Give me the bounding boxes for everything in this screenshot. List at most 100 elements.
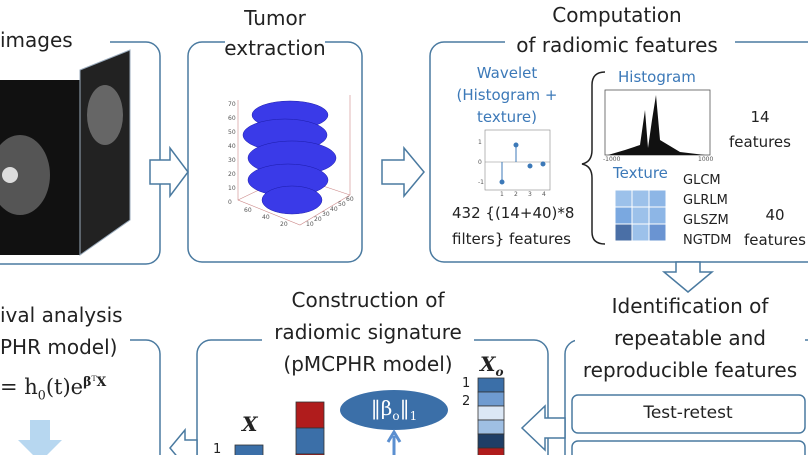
feature-count: 14: [750, 108, 770, 126]
tumor: [261, 185, 323, 215]
tick-label: 50: [228, 129, 236, 136]
ct-body: [0, 135, 50, 215]
beta-cell: [295, 427, 325, 455]
tick-label: 60: [244, 207, 252, 214]
stem-head: [527, 163, 533, 169]
tick-label: 20: [228, 171, 236, 178]
arrow: [661, 261, 715, 293]
panel-title: reproducible features: [582, 358, 798, 382]
stem-head: [499, 179, 505, 185]
panel-title: Computation: [552, 3, 682, 27]
xo-cell: [477, 391, 505, 407]
feature-count: features: [729, 133, 791, 151]
feature-count: 432 {(14+40)*8: [452, 204, 575, 222]
arrow: [169, 427, 198, 455]
tick-label: 3: [528, 191, 532, 198]
xo-cell: [477, 433, 505, 449]
stem-head: [513, 142, 519, 148]
ct-organ: [2, 167, 18, 183]
row-index: 1: [462, 376, 471, 391]
gap: [505, 36, 735, 48]
arrow: [381, 145, 425, 199]
xo-cell: [477, 447, 505, 455]
panel-title: Tumor: [244, 6, 306, 30]
label-part: 1: [409, 409, 418, 423]
tick-label: 40: [262, 214, 270, 221]
tick-label: 40: [228, 143, 236, 150]
matrix-name: GLRLM: [683, 193, 728, 208]
xo-cell: [477, 419, 505, 435]
axis-box: [237, 95, 351, 226]
tick-label: 10: [306, 221, 314, 228]
wavelet-title: Wavelet: [476, 64, 538, 82]
xo-cell: [477, 405, 505, 421]
label-part: ‖β: [370, 396, 393, 420]
matrix-label: X: [242, 412, 258, 436]
tick-label: 70: [228, 101, 236, 108]
gap: [262, 334, 474, 346]
arrow: [149, 145, 189, 199]
matrix-cell: [648, 189, 667, 208]
tick-label: 0: [228, 199, 232, 206]
tick-label: 40: [330, 206, 338, 213]
tick-label: 4: [542, 191, 546, 198]
arrow-gradient: [18, 420, 62, 455]
ct-slice: [79, 49, 131, 256]
panel-title: PHR model): [0, 335, 118, 359]
tick-label: 30: [228, 157, 236, 164]
tick-label: 30: [322, 211, 330, 218]
penalty-ellipse: [340, 390, 448, 430]
panel-title: extraction: [224, 36, 326, 60]
gap: [225, 36, 325, 48]
gap: [0, 334, 130, 346]
formula-part: 0: [37, 387, 46, 403]
histogram-title: Histogram: [618, 68, 696, 86]
matrix-label: Xo: [480, 354, 504, 378]
panel-title: of radiomic features: [516, 33, 718, 57]
brace: [581, 71, 606, 245]
gap: [0, 36, 110, 48]
tick-label: 0: [478, 159, 482, 166]
arrow: [386, 429, 402, 455]
formula-part: β: [83, 374, 92, 390]
matrix-cell: [631, 206, 650, 225]
penalty-label: ‖βo‖1: [371, 398, 417, 422]
row-index: 1: [213, 442, 222, 455]
label-part: o: [392, 409, 400, 423]
histogram-shape: [608, 95, 705, 155]
tick-label: 2: [514, 191, 518, 198]
ct-body: [87, 85, 123, 145]
matrix-cell: [614, 189, 633, 208]
tick-label: 1: [478, 139, 482, 146]
tick-label: -1: [478, 179, 484, 186]
method-box: [571, 394, 806, 434]
tick-label: 50: [338, 201, 346, 208]
tick-label: 1000: [698, 156, 714, 163]
formula-part: X: [96, 374, 107, 390]
tick-label: 60: [346, 196, 354, 203]
tick-label: 1: [500, 191, 504, 198]
formula-part: (t)e: [45, 375, 84, 400]
panel-title: radiomic signature: [274, 320, 462, 344]
formula-part: = h: [0, 375, 38, 400]
xo-cell: [477, 377, 505, 393]
feature-count: filters} features: [452, 230, 571, 248]
x-cell: [234, 444, 264, 455]
method-box: [571, 440, 806, 455]
label-part: X: [480, 352, 496, 376]
tick-label: 20: [280, 221, 288, 228]
tick-label: 20: [314, 216, 322, 223]
texture-title: Texture: [613, 164, 668, 182]
matrix-cell: [648, 206, 667, 225]
panel-title: ival analysis: [0, 303, 123, 327]
feature-count: 40: [765, 206, 785, 224]
tick-label: -1000: [603, 156, 621, 163]
matrix-cell: [614, 206, 633, 225]
tick-label: 60: [228, 115, 236, 122]
panel-title: Identification of: [611, 294, 769, 318]
panel-title: Construction of: [291, 288, 445, 312]
wavelet-title: (Histogram +: [456, 86, 558, 104]
method-label: Test-retest: [643, 403, 733, 423]
